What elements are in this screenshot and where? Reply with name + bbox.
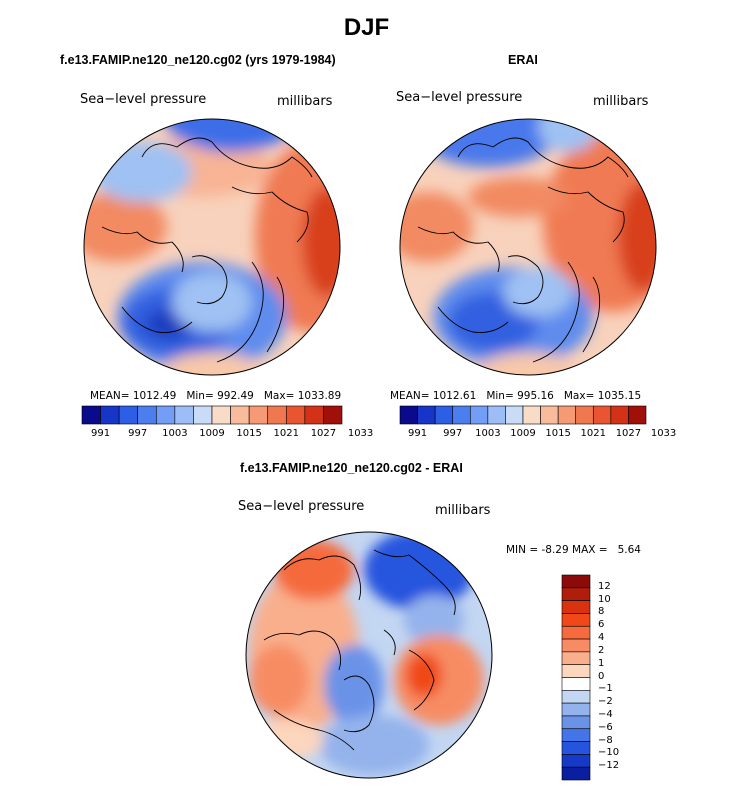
left-colorbar-swatch: [248, 405, 269, 425]
right-units-label: millibars: [593, 94, 649, 109]
right-colorbar-swatch: [522, 405, 541, 425]
diff-colorbar-swatch: [561, 587, 591, 601]
left-colorbar-swatch: [174, 405, 194, 425]
left-colorbar-swatch: [230, 405, 250, 425]
left-colorbar-swatch: [211, 405, 231, 425]
diff-colorbar-ticks: 12 10 8 6 4 2 1 0 −1 −2 −4 −6 −8 −10 −12: [598, 575, 638, 780]
diff-colorbar-tick-label: −4: [598, 708, 613, 720]
diff-colorbar-tick-label: 10: [598, 593, 611, 605]
right-colorbar: [399, 405, 647, 425]
left-colorbar-tick-label: 1009: [199, 428, 225, 439]
diff-colorbar-swatch: [561, 754, 591, 768]
diff-colorbar-tick-label: 8: [598, 606, 605, 618]
diff-colorbar-tick-label: −12: [598, 760, 620, 772]
left-colorbar-swatch: [81, 405, 101, 425]
diff-colorbar-tick-label: 2: [598, 644, 605, 656]
diff-colorbar-tick-label: −10: [598, 747, 620, 759]
right-colorbar-swatch: [469, 405, 489, 425]
left-colorbar-tick-label: 1003: [162, 428, 188, 439]
left-colorbar-ticks: 991 997 1003 1009 1015 1021 1027 1033: [82, 428, 373, 442]
diff-colorbar-swatch: [561, 766, 591, 781]
left-colorbar-swatch: [100, 405, 120, 425]
left-colorbar-swatch: [193, 405, 213, 425]
right-colorbar-swatch: [434, 405, 454, 425]
right-colorbar-swatch: [417, 405, 436, 425]
left-panel-title: f.e13.FAMIP.ne120_ne120.cg02 (yrs 1979-1…: [60, 53, 336, 67]
diff-colorbar-swatch: [561, 728, 591, 742]
left-colorbar-swatch: [137, 405, 157, 425]
right-colorbar-swatch: [487, 405, 506, 425]
right-colorbar-swatch: [592, 405, 612, 425]
diff-colorbar-swatch: [561, 625, 591, 640]
diff-colorbar-swatch: [561, 702, 591, 717]
diff-colorbar-tick-label: 6: [598, 619, 605, 631]
diff-colorbar-tick-label: −1: [598, 683, 613, 695]
right-colorbar-tick-label: 997: [443, 428, 463, 439]
left-colorbar-swatch: [267, 405, 287, 425]
left-colorbar-swatch: [118, 405, 139, 425]
diff-colorbar-swatch: [561, 574, 591, 589]
right-colorbar-tick-label: 1033: [650, 428, 677, 439]
diff-colorbar-swatch: [561, 741, 591, 755]
diff-colorbar-tick-label: 4: [598, 632, 605, 644]
figure-title: DJF: [343, 14, 390, 41]
left-variable-label: Sea−level pressure: [80, 92, 207, 107]
right-colorbar-swatch: [399, 405, 418, 425]
left-colorbar-swatch: [323, 405, 343, 425]
right-colorbar-swatch: [505, 405, 524, 425]
right-colorbar-swatch: [452, 405, 471, 425]
right-colorbar-tick-label: 991: [408, 428, 428, 439]
diff-colorbar-swatch: [561, 638, 591, 653]
right-colorbar-swatch: [557, 405, 577, 425]
left-colorbar-tick-label: 1015: [236, 428, 262, 439]
diff-colorbar-swatch: [561, 715, 591, 730]
diff-colorbar-swatch: [561, 677, 591, 691]
left-colorbar-tick-label: 997: [128, 428, 148, 439]
right-variable-label: Sea−level pressure: [396, 90, 523, 105]
right-colorbar-swatch: [540, 405, 559, 425]
diff-polar-map: [245, 531, 493, 779]
diff-colorbar-swatch: [561, 613, 591, 627]
right-polar-map: [399, 118, 657, 376]
left-colorbar-tick-label: 1027: [310, 428, 337, 439]
right-colorbar-tick-label: 1015: [545, 428, 571, 439]
left-colorbar-tick-label: 1021: [273, 428, 299, 439]
right-colorbar-tick-label: 1009: [510, 428, 536, 439]
diff-colorbar-tick-label: −2: [598, 696, 613, 708]
right-panel-title: ERAI: [508, 53, 538, 67]
right-colorbar-swatch: [610, 405, 629, 425]
left-colorbar-swatch: [155, 405, 176, 425]
left-colorbar-tick-label: 991: [91, 428, 111, 439]
right-colorbar-swatch: [575, 405, 594, 425]
left-polar-map: [83, 118, 341, 376]
diff-colorbar-swatch: [561, 690, 591, 704]
right-colorbar-ticks: 991 997 1003 1009 1015 1021 1027 1033: [400, 428, 676, 442]
right-stats: MEAN= 1012.61 Min= 995.16 Max= 1035.15: [390, 390, 642, 402]
right-colorbar-swatch: [628, 405, 647, 425]
diff-colorbar: [561, 574, 591, 781]
right-colorbar-tick-label: 1027: [615, 428, 642, 439]
left-colorbar-swatch: [285, 405, 306, 425]
left-stats: MEAN= 1012.49 Min= 992.49 Max= 1033.89: [90, 390, 342, 402]
left-colorbar: [81, 405, 343, 425]
diff-panel-title: f.e13.FAMIP.ne120_ne120.cg02 - ERAI: [240, 461, 463, 475]
diff-units-label: millibars: [435, 503, 491, 518]
diff-colorbar-tick-label: 0: [598, 670, 605, 682]
diff-colorbar-tick-label: 12: [598, 580, 611, 592]
left-colorbar-swatch: [304, 405, 324, 425]
left-colorbar-tick-label: 1033: [347, 428, 374, 439]
diff-colorbar-swatch: [561, 651, 591, 665]
diff-colorbar-tick-label: 1: [598, 657, 605, 669]
right-colorbar-tick-label: 1021: [580, 428, 606, 439]
diff-colorbar-tick-label: −8: [598, 734, 613, 746]
left-units-label: millibars: [277, 94, 333, 109]
diff-colorbar-swatch: [561, 600, 591, 614]
right-colorbar-tick-label: 1003: [475, 428, 501, 439]
diff-colorbar-tick-label: −6: [598, 721, 613, 733]
diff-stats: MIN = -8.29 MAX = 5.64: [506, 544, 641, 556]
diff-colorbar-swatch: [561, 664, 591, 678]
diff-variable-label: Sea−level pressure: [238, 499, 365, 514]
